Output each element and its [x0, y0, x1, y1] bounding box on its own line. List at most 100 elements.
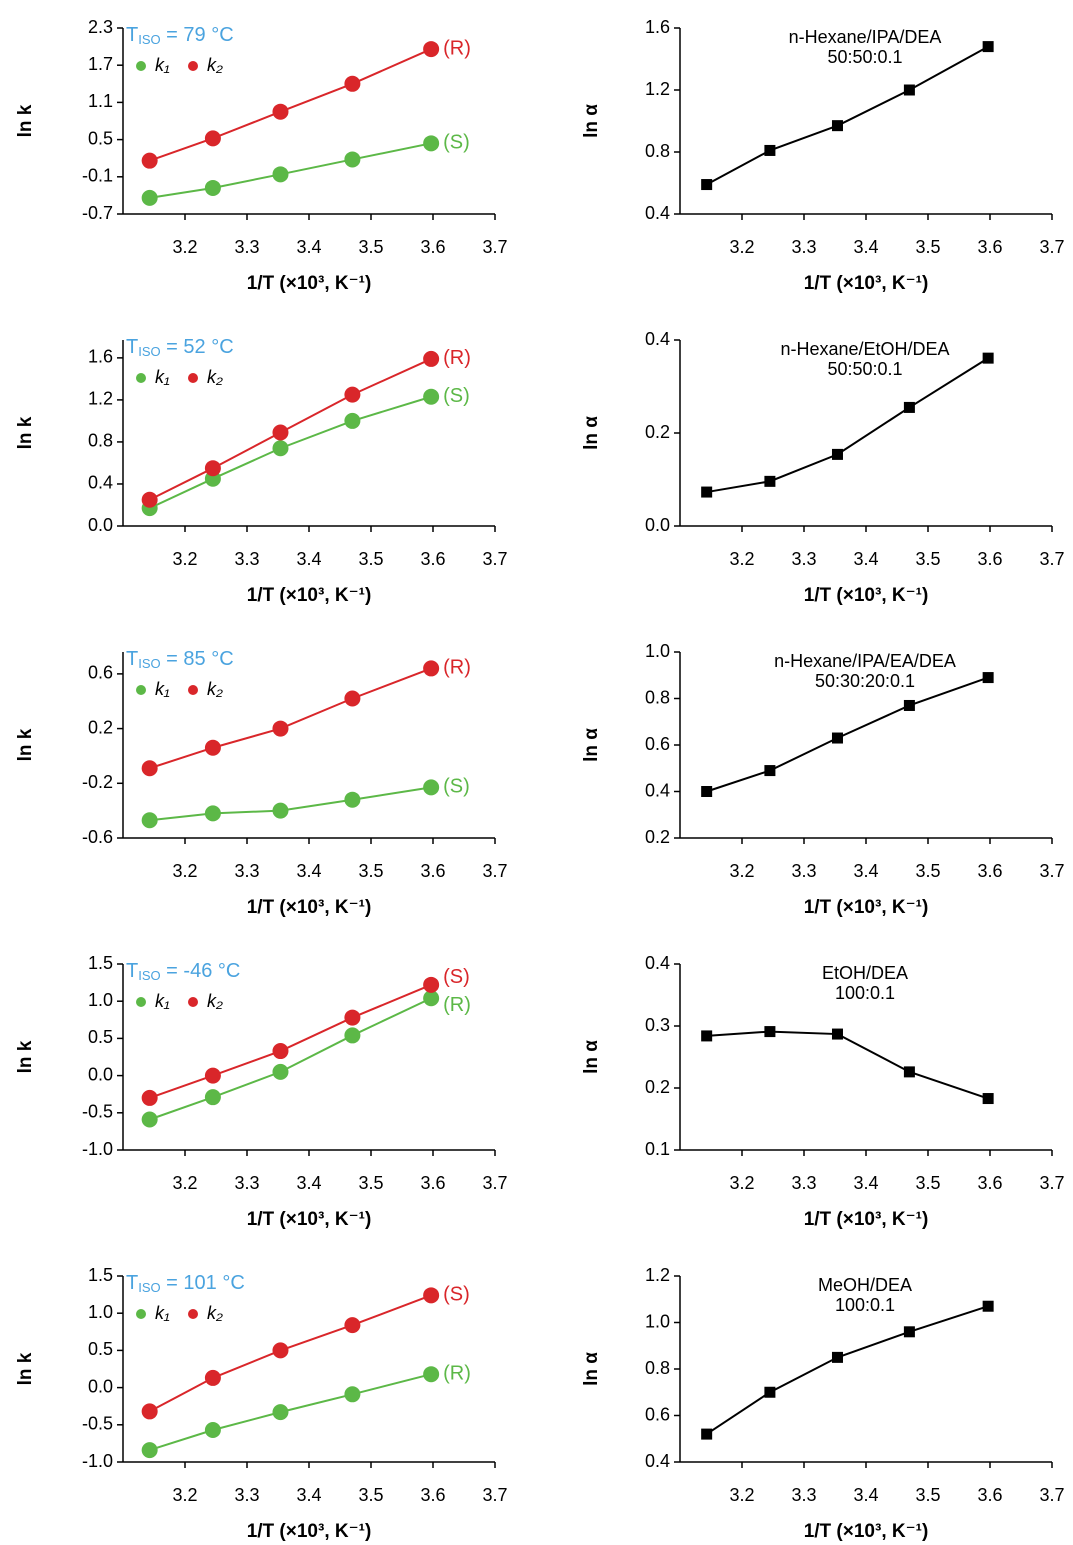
x-axis-title: 1/T (×10³, K⁻¹): [247, 273, 372, 294]
data-point: [831, 120, 843, 132]
y-tick-label: -0.6: [82, 827, 113, 847]
y-tick-label: 0.6: [88, 663, 113, 683]
x-tick-label: 3.4: [296, 1173, 321, 1193]
y-tick-label: 0.0: [88, 515, 113, 535]
legend-label: k₁: [155, 679, 170, 699]
legend-marker: [188, 61, 198, 71]
annotation-suffix: = -46 °C: [161, 960, 241, 982]
x-tick-label: 3.6: [420, 1173, 445, 1193]
x-tick-label: 3.7: [1039, 861, 1064, 881]
x-tick-label: 3.3: [791, 1173, 816, 1193]
y-tick-label: 1.2: [645, 79, 670, 99]
chart-panel: 0.2 0.4 0.6 0.8 1.0 3.2 3.3 3.4 3.5 3.6 3.7 1/T (×1…: [581, 641, 1065, 918]
chart-panel: 0.4 0.6 0.8 1.0 1.2 3.2 3.3 3.4 3.5 3.6 3.7 1/T (×1…: [581, 1265, 1065, 1542]
legend-label: k₂: [207, 679, 223, 699]
chart-panel: -0.7 -0.1 0.5 1.1 1.7 2.3 3.2 3.3 3.4 3.5 3.6 3.7 1/…: [15, 17, 508, 294]
x-axis-title: 1/T (×10³, K⁻¹): [247, 897, 372, 918]
x-axis-title: 1/T (×10³, K⁻¹): [804, 1209, 929, 1230]
data-point: [272, 166, 289, 183]
y-tick-label: 1.5: [88, 953, 113, 973]
x-tick-label: 3.3: [234, 549, 259, 569]
data-point: [423, 976, 440, 993]
x-axis-title: 1/T (×10³, K⁻¹): [247, 1521, 372, 1542]
x-tick-label: 3.3: [234, 1485, 259, 1505]
series-end-label: (S): [443, 776, 470, 798]
x-tick-label: 3.3: [234, 237, 259, 257]
y-tick-label: 0.2: [645, 422, 670, 442]
legend-label: k₁: [155, 991, 170, 1011]
data-point: [204, 739, 221, 756]
data-point: [272, 424, 289, 441]
chart-title: EtOH/DEA: [822, 963, 908, 983]
x-tick-label: 3.6: [977, 237, 1002, 257]
legend-marker: [136, 685, 146, 695]
x-tick-label: 3.4: [853, 861, 878, 881]
y-tick-label: 1.0: [645, 1311, 670, 1331]
legend-marker: [188, 997, 198, 1007]
data-point: [701, 786, 713, 797]
x-tick-label: 3.3: [234, 1173, 259, 1193]
y-tick-label: 0.0: [645, 515, 670, 535]
x-tick-label: 3.2: [172, 861, 197, 881]
data-point: [831, 732, 843, 744]
x-axis-title: 1/T (×10³, K⁻¹): [804, 585, 929, 606]
data-point: [903, 699, 915, 711]
x-tick-label: 3.7: [482, 237, 507, 257]
chart-title: n-Hexane/IPA/DEA: [789, 27, 942, 47]
y-tick-label: -1.0: [82, 1139, 113, 1159]
x-tick-label: 3.5: [358, 549, 383, 569]
x-tick-label: 3.2: [729, 549, 754, 569]
data-point: [764, 1026, 776, 1038]
legend-label: k₂: [207, 991, 223, 1011]
x-tick-label: 3.5: [915, 1173, 940, 1193]
series-line: [706, 1305, 989, 1435]
data-point: [982, 672, 994, 684]
series-line: [149, 786, 432, 822]
data-point: [204, 1089, 221, 1106]
y-tick-label: 2.3: [88, 17, 113, 37]
annotation: TISO = 85 °C: [126, 648, 234, 671]
series-line: [706, 1030, 989, 1100]
y-axis-title: ln k: [15, 104, 36, 137]
data-point: [141, 812, 158, 829]
x-axis-title: 1/T (×10³, K⁻¹): [247, 1209, 372, 1230]
x-tick-label: 3.2: [729, 1173, 754, 1193]
data-point: [344, 151, 361, 168]
y-tick-label: 0.2: [645, 827, 670, 847]
series-line: [149, 142, 432, 199]
chart-subtitle: 50:50:0.1: [827, 359, 902, 379]
y-axis-title: ln α: [581, 416, 602, 450]
x-tick-label: 3.5: [915, 237, 940, 257]
data-point: [344, 1317, 361, 1334]
x-tick-label: 3.6: [977, 1173, 1002, 1193]
data-point: [204, 179, 221, 196]
data-point: [982, 41, 994, 53]
x-tick-label: 3.4: [296, 1485, 321, 1505]
x-tick-label: 3.3: [791, 549, 816, 569]
legend-label: k₁: [155, 1303, 170, 1323]
data-point: [701, 179, 713, 191]
series-end-label: (R): [443, 994, 471, 1016]
annotation-subscript: ISO: [138, 32, 160, 47]
data-point: [141, 760, 158, 777]
annotation-suffix: = 79 °C: [161, 24, 234, 46]
x-tick-label: 3.5: [915, 549, 940, 569]
y-tick-label: 0.6: [645, 1404, 670, 1424]
series-line: [706, 45, 989, 186]
y-axis-title: ln k: [15, 1352, 36, 1385]
x-tick-label: 3.4: [296, 237, 321, 257]
data-point: [982, 352, 994, 364]
data-point: [764, 1386, 776, 1398]
series-line: [149, 395, 432, 510]
x-tick-label: 3.4: [853, 1485, 878, 1505]
series-line: [149, 997, 432, 1121]
x-tick-label: 3.2: [172, 549, 197, 569]
series-end-label: (R): [443, 1362, 471, 1384]
data-point: [903, 84, 915, 96]
y-tick-label: 0.1: [645, 1139, 670, 1159]
y-tick-label: 0.2: [645, 1077, 670, 1097]
chart-title: n-Hexane/EtOH/DEA: [780, 339, 949, 359]
y-tick-label: -0.5: [82, 1102, 113, 1122]
data-point: [344, 690, 361, 707]
chart-title: MeOH/DEA: [818, 1275, 912, 1295]
